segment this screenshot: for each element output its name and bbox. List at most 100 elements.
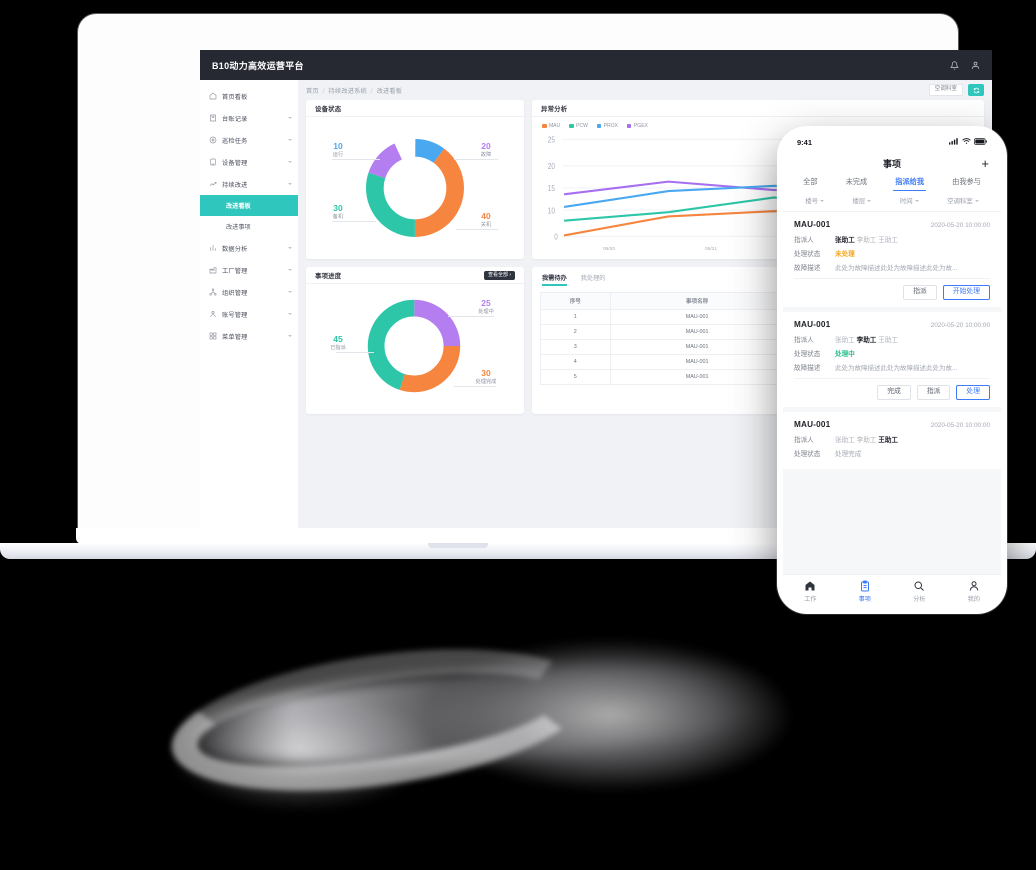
sidebar-label: 持续改进 xyxy=(222,181,248,189)
leader-line xyxy=(454,159,498,160)
donut-label-text: 处理完成 xyxy=(475,378,497,385)
status-badge: 处理完成 xyxy=(835,450,862,458)
filter-department[interactable]: 空调科室 xyxy=(947,196,979,205)
svg-text:10: 10 xyxy=(548,205,555,215)
assign-button[interactable]: 指派 xyxy=(903,285,937,300)
sidebar-item-analytics[interactable]: 数据分析 xyxy=(200,237,298,259)
phone-tabbar: 工作 事项 xyxy=(783,574,1001,608)
task-id: MAU-001 xyxy=(794,319,831,329)
donut-label-completed: 30 处理完成 xyxy=(464,368,508,385)
assignee-label: 指派人 xyxy=(794,436,814,444)
process-button[interactable]: 处理 xyxy=(956,384,990,400)
sidebar-item-factory[interactable]: 工厂管理 xyxy=(200,259,298,281)
bell-icon[interactable] xyxy=(950,60,959,70)
chevron-down-icon xyxy=(288,291,292,293)
refresh-icon xyxy=(973,87,980,94)
leader-line xyxy=(456,229,498,230)
assign-button[interactable]: 指派 xyxy=(916,384,951,400)
sidebar-item-account[interactable]: 账号管理 xyxy=(200,303,298,325)
tabbar-item-analysis[interactable]: 分析 xyxy=(892,575,947,608)
legend-item-prox[interactable]: PROX xyxy=(596,123,618,129)
xtick: 05/21 xyxy=(704,247,717,252)
sidebar-label: 工厂管理 xyxy=(222,267,248,275)
filter-building[interactable]: 楼号 xyxy=(805,196,825,205)
tabbar-item-profile[interactable]: 我的 xyxy=(947,575,1002,608)
sidebar-item-organization[interactable]: 组织管理 xyxy=(200,281,298,303)
complete-button[interactable]: 完成 xyxy=(877,384,911,400)
tabbar-item-tasks[interactable]: 事项 xyxy=(838,575,893,608)
sidebar-item-inspection[interactable]: 巡检任务 xyxy=(200,129,298,151)
status-row: 处理状态 处理中 xyxy=(794,348,990,358)
sidebar-subitem-improvement-tasks[interactable]: 改进事项 xyxy=(226,224,251,231)
app-header: B10动力高效运营平台 xyxy=(200,50,992,80)
breadcrumb-item[interactable]: 持续改进系统 xyxy=(328,87,367,95)
legend-item-pgex[interactable]: PGEX xyxy=(626,123,648,129)
phone-status-bar: 9:41 xyxy=(783,132,1001,152)
tab-all[interactable]: 全部 xyxy=(803,177,818,186)
add-button[interactable]: + xyxy=(981,155,989,171)
department-filter-button[interactable]: 空调科室 xyxy=(928,84,963,96)
donut-label-fault: 20 故障 xyxy=(466,141,506,158)
task-list[interactable]: MAU-001 2020-05-20 10:00:00 指派人 张助工 李助工 … xyxy=(783,212,1001,574)
sidebar-item-home[interactable]: 首页看板 xyxy=(200,85,298,107)
factory-icon xyxy=(209,266,217,274)
description-value: 此处为故障描述此处为故障描述此处为故... xyxy=(835,364,958,372)
tab-assigned-to-me[interactable]: 指派给我 xyxy=(893,177,926,191)
donut-chart-progress xyxy=(367,299,461,393)
tab-todo[interactable]: 我需待办 xyxy=(542,273,567,286)
assignee-value: 张助工 李助工 王助工 xyxy=(835,234,898,244)
tab-participated[interactable]: 由我参与 xyxy=(952,177,981,186)
leader-line xyxy=(332,159,380,160)
chevron-down-icon xyxy=(288,117,292,119)
trend-icon xyxy=(209,180,217,188)
sidebar-item-device[interactable]: 设备管理 xyxy=(200,151,298,173)
sidebar-item-improvement[interactable]: 持续改进 xyxy=(200,173,298,195)
filter-time[interactable]: 时间 xyxy=(900,196,919,205)
list-item[interactable]: MAU-001 2020-05-20 10:00:00 指派人 张助工 李助工 … xyxy=(783,311,1001,407)
start-process-button[interactable]: 开始处理 xyxy=(942,285,990,300)
donut-label-text: 故障 xyxy=(480,151,492,158)
refresh-button[interactable] xyxy=(968,84,984,96)
sidebar-subitem-improvement-board[interactable]: 改进看板 xyxy=(200,195,298,216)
filter-floor[interactable]: 楼层 xyxy=(853,196,872,205)
user-icon[interactable] xyxy=(971,61,980,70)
leader-line xyxy=(332,221,376,222)
assignee-1: 张助工 xyxy=(835,436,855,444)
tabbar-item-work[interactable]: 工作 xyxy=(783,575,838,608)
list-item[interactable]: MAU-001 2020-05-20 10:00:00 指派人 张助工 李助工 … xyxy=(783,411,1001,469)
tab-handled[interactable]: 我处理的 xyxy=(580,275,606,282)
cell-index: 1 xyxy=(540,309,611,325)
card-header: MAU-001 2020-05-20 10:00:00 xyxy=(794,420,990,429)
chevron-down-icon xyxy=(288,139,292,141)
chevron-down-icon xyxy=(820,199,825,202)
laptop-lid-bottom xyxy=(76,528,960,544)
tab-incomplete[interactable]: 未完成 xyxy=(845,177,868,186)
breadcrumb: 首页 / 持续改进系统 / 改进看板 xyxy=(306,86,402,95)
card-actions: 指派 开始处理 xyxy=(794,278,990,300)
sidebar-label: 账号管理 xyxy=(222,311,248,319)
view-all-badge[interactable]: 查看全部 › xyxy=(483,270,515,280)
sidebar: 首页看板 台账记录 巡检任务 xyxy=(200,80,298,542)
breadcrumb-item[interactable]: 首页 xyxy=(306,87,319,95)
sidebar-item-menu[interactable]: 菜单管理 xyxy=(200,325,298,347)
legend-item-pcw[interactable]: PCW xyxy=(569,123,588,129)
chevron-down-icon xyxy=(288,335,292,337)
chevron-down-icon xyxy=(288,161,292,163)
sidebar-label: 组织管理 xyxy=(222,289,248,297)
cell-name: MAU-001 xyxy=(609,354,785,370)
leader-line xyxy=(336,352,374,353)
task-progress-chart: 25 处理中 30 处理完成 45 xyxy=(306,284,524,414)
sidebar-item-ledger[interactable]: 台账记录 xyxy=(200,107,298,129)
breadcrumb-row: 首页 / 持续改进系统 / 改进看板 空调科室 xyxy=(306,80,984,100)
task-id: MAU-001 xyxy=(794,419,831,429)
account-icon xyxy=(209,310,217,318)
assignee-1: 张助工 xyxy=(835,237,855,244)
card-header: MAU-001 2020-05-20 10:00:00 xyxy=(794,320,990,329)
phone-filters: 楼号 楼层 时间 空调科室 xyxy=(783,191,1001,212)
xtick: 05/20 xyxy=(602,247,615,252)
legend-item-mau[interactable]: MAU xyxy=(542,123,560,129)
phone-navbar: 事项 + xyxy=(783,152,1001,174)
filter-label: 时间 xyxy=(899,198,913,205)
list-item[interactable]: MAU-001 2020-05-20 10:00:00 指派人 张助工 李助工 … xyxy=(783,212,1001,307)
reflection-arc xyxy=(162,626,598,814)
